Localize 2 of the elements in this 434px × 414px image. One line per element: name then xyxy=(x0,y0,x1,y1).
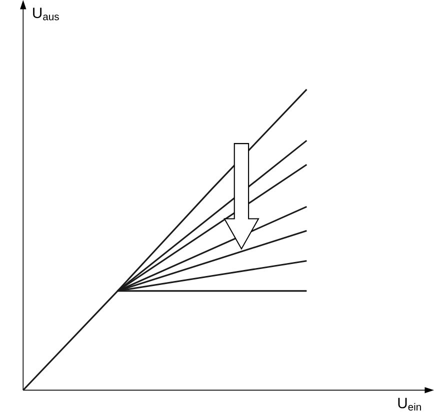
x-axis-title: U$_{ein}$ xyxy=(398,398,421,411)
y-axis-title: U$_{aus}$ xyxy=(33,8,59,20)
